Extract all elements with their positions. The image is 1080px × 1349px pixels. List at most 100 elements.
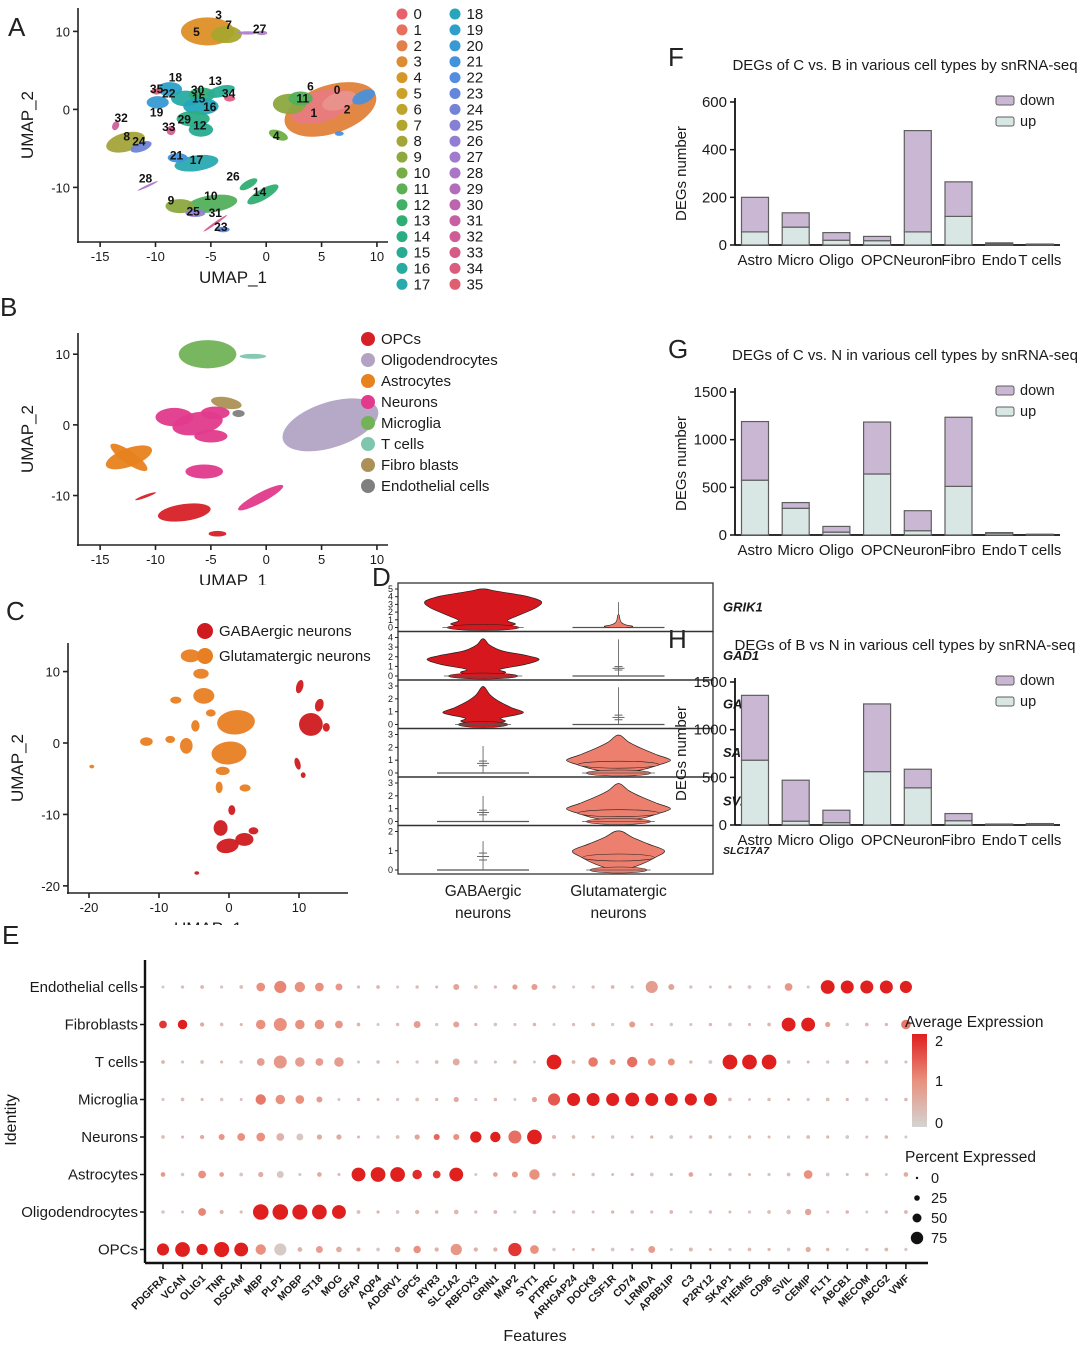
- svg-text:24: 24: [467, 101, 484, 118]
- svg-text:5: 5: [193, 25, 200, 39]
- svg-text:3: 3: [388, 599, 393, 609]
- svg-text:GABAergic neurons: GABAergic neurons: [219, 623, 352, 640]
- svg-text:10: 10: [56, 24, 70, 39]
- svg-text:Fibro: Fibro: [941, 832, 975, 849]
- scatter-blobs: [105, 340, 379, 537]
- svg-text:Oligodendrocytes: Oligodendrocytes: [381, 352, 498, 369]
- svg-text:2: 2: [388, 791, 393, 801]
- svg-text:Percent Expressed: Percent Expressed: [905, 1149, 1036, 1166]
- svg-text:1: 1: [388, 615, 393, 625]
- svg-text:ST18: ST18: [299, 1273, 325, 1299]
- svg-text:50: 50: [931, 1211, 947, 1227]
- svg-text:17: 17: [414, 276, 431, 293]
- svg-text:T cells: T cells: [1018, 832, 1061, 849]
- svg-text:1: 1: [388, 804, 393, 814]
- svg-text:Endo: Endo: [982, 832, 1017, 849]
- scatter-blobs: [89, 649, 330, 875]
- svg-text:10: 10: [46, 665, 60, 680]
- svg-text:16: 16: [203, 100, 217, 114]
- svg-text:UMAP_1: UMAP_1: [199, 571, 267, 585]
- svg-text:2: 2: [388, 742, 393, 752]
- svg-text:34: 34: [222, 87, 236, 101]
- svg-text:Fibro: Fibro: [941, 252, 975, 269]
- panel-letter-b: B: [0, 292, 18, 322]
- legend-c: GABAergic neurons Glutamatergic neurons: [197, 623, 371, 665]
- svg-text:15: 15: [192, 91, 206, 105]
- svg-text:-15: -15: [91, 552, 110, 567]
- svg-text:26: 26: [226, 169, 240, 183]
- svg-text:-10: -10: [146, 249, 165, 264]
- svg-text:-10: -10: [146, 552, 165, 567]
- legend-a: 0123456789101112131415161718192021222324…: [396, 6, 484, 293]
- svg-text:0: 0: [388, 720, 393, 730]
- svg-text:21: 21: [467, 54, 484, 71]
- svg-text:1: 1: [388, 755, 393, 765]
- svg-text:25: 25: [186, 204, 200, 218]
- svg-text:DEGs of B vs N in various cell: DEGs of B vs N in various cell types by …: [735, 637, 1076, 654]
- svg-text:3: 3: [388, 778, 393, 788]
- svg-text:Fibro: Fibro: [941, 542, 975, 559]
- svg-text:UMAP_2: UMAP_2: [8, 734, 27, 802]
- svg-text:T cells: T cells: [1018, 252, 1061, 269]
- svg-text:8: 8: [414, 133, 422, 150]
- svg-text:Astro: Astro: [737, 252, 772, 269]
- svg-text:Microglia: Microglia: [381, 415, 442, 432]
- svg-text:0: 0: [719, 527, 727, 544]
- svg-text:5: 5: [318, 249, 325, 264]
- panel-letter-c: C: [6, 596, 25, 626]
- svg-text:0: 0: [334, 83, 341, 97]
- svg-text:Glutamatergic: Glutamatergic: [570, 883, 667, 900]
- svg-text:0: 0: [388, 817, 393, 827]
- svg-text:31: 31: [209, 206, 223, 220]
- svg-text:OPC: OPC: [861, 832, 894, 849]
- svg-text:35: 35: [150, 82, 164, 96]
- svg-text:OPC: OPC: [861, 542, 894, 559]
- svg-text:Oligo: Oligo: [819, 542, 854, 559]
- axes: [63, 643, 348, 898]
- svg-text:3: 3: [215, 8, 222, 22]
- svg-text:Astrocytes: Astrocytes: [68, 1167, 138, 1184]
- svg-text:22: 22: [162, 87, 176, 101]
- svg-text:Oligo: Oligo: [819, 832, 854, 849]
- svg-text:up: up: [1020, 114, 1036, 130]
- svg-text:5: 5: [388, 584, 393, 594]
- svg-text:35: 35: [467, 276, 484, 293]
- umap-b-plot: -15 -10 -5 0 5 10 -10 0 10 UMAP_1 UMAP_2 OPCs Oligod…: [18, 331, 498, 585]
- svg-text:14: 14: [414, 229, 431, 246]
- umap-celltypes-panel: -15 -10 -5 0 5 10 -10 0 10 UMAP_1 UMAP_2 OPCs Oligod…: [0, 295, 580, 585]
- svg-text:6: 6: [414, 101, 422, 118]
- svg-text:T cells: T cells: [95, 1054, 138, 1071]
- bar-legend-f: down up: [995, 93, 1055, 130]
- axes: [73, 8, 388, 247]
- svg-text:DEGs number: DEGs number: [673, 706, 690, 801]
- svg-text:29: 29: [467, 181, 484, 198]
- panel-letter-e: E: [2, 920, 20, 950]
- svg-text:3: 3: [414, 54, 422, 71]
- svg-text:18: 18: [467, 6, 484, 23]
- svg-text:0: 0: [263, 249, 270, 264]
- svg-text:10: 10: [414, 165, 431, 182]
- svg-text:6: 6: [307, 80, 314, 94]
- svg-text:0: 0: [63, 418, 70, 433]
- svg-text:UMAP_1: UMAP_1: [199, 268, 267, 287]
- svg-text:10: 10: [204, 189, 218, 203]
- dotplot: Endothelial cells Fibroblasts T cells Micro…: [3, 960, 1043, 1345]
- svg-text:13: 13: [209, 74, 223, 88]
- svg-text:T cells: T cells: [1018, 542, 1061, 559]
- svg-text:0: 0: [719, 817, 727, 834]
- svg-text:Endo: Endo: [982, 542, 1017, 559]
- svg-text:3: 3: [388, 730, 393, 740]
- svg-text:VWF: VWF: [887, 1272, 912, 1297]
- svg-text:32: 32: [114, 111, 128, 125]
- svg-text:25: 25: [931, 1191, 947, 1207]
- svg-text:Glutamatergic neurons: Glutamatergic neurons: [219, 648, 371, 665]
- svg-text:1000: 1000: [694, 722, 727, 739]
- svg-text:400: 400: [702, 142, 727, 159]
- svg-text:UMAP_1: UMAP_1: [174, 919, 242, 925]
- svg-text:Astro: Astro: [737, 832, 772, 849]
- svg-text:28: 28: [139, 172, 153, 186]
- svg-text:Neurons: Neurons: [81, 1129, 138, 1146]
- svg-text:2: 2: [935, 1034, 943, 1050]
- dotplot-panel: Endothelial cells Fibroblasts T cells Micro…: [0, 930, 1080, 1349]
- svg-text:neurons: neurons: [590, 905, 646, 922]
